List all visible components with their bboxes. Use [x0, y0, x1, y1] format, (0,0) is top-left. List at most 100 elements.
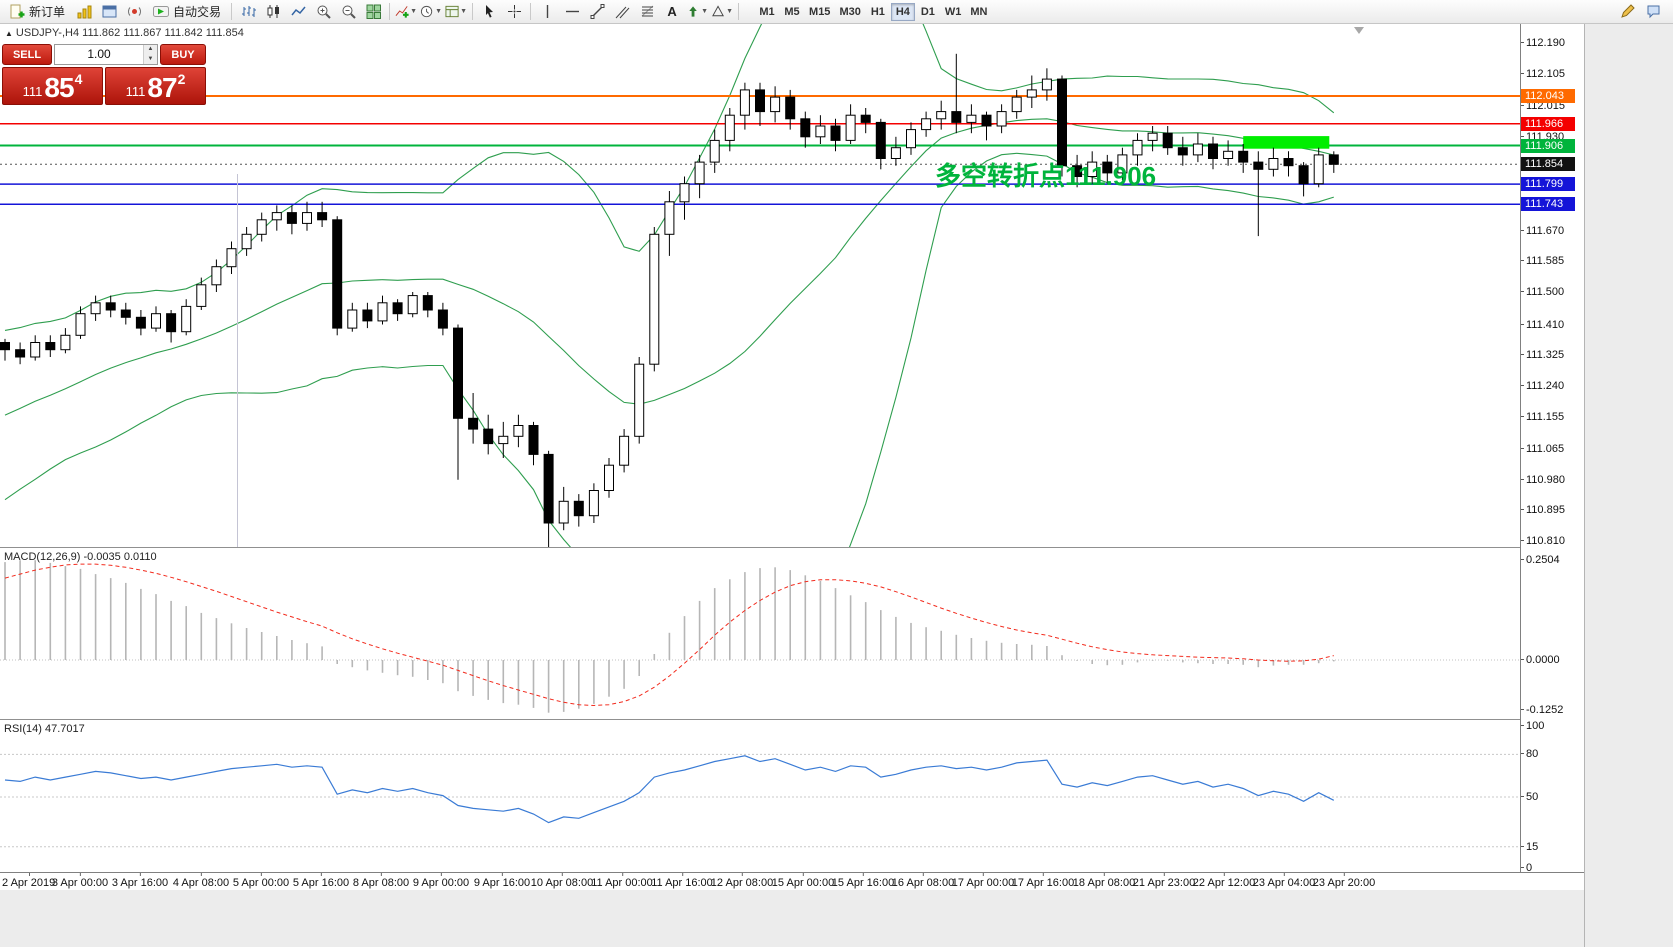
price-tick: 111.155 [1520, 410, 1565, 423]
bar-chart-button[interactable] [236, 2, 260, 22]
fibonacci-tool-button[interactable] [635, 2, 659, 22]
time-label: 22 Apr 12:00 [1192, 873, 1256, 889]
candle-body [1177, 147, 1188, 156]
profiles-button[interactable] [97, 2, 121, 22]
pane-separator[interactable] [0, 547, 1584, 548]
sell-price-display[interactable]: 111 85 4 [2, 67, 103, 105]
timeframe-m1[interactable]: M1 [759, 5, 775, 18]
vertical-line-tool-button[interactable] [535, 2, 559, 22]
buy-price-point: 2 [177, 71, 186, 87]
one-click-collapse-icon[interactable]: ▲ [5, 29, 13, 38]
candle-body [166, 313, 177, 333]
candle-body [966, 114, 977, 123]
rsi-scale-tick: 80 [1520, 748, 1539, 761]
macd-label: MACD(12,26,9) -0.0035 0.0110 [4, 551, 157, 563]
vertical-line-icon [546, 5, 548, 18]
timeframe-m5[interactable]: M5 [784, 5, 800, 18]
price-tick: 111.410 [1520, 318, 1565, 331]
candle-body [800, 118, 811, 138]
candle-body [90, 302, 101, 315]
timeframe-m15[interactable]: M15 [809, 5, 831, 18]
templates-button[interactable]: ▼ [444, 2, 468, 22]
timeframe-h1[interactable]: H1 [870, 5, 885, 18]
macd-scale-tick: 0.2504 [1521, 553, 1560, 566]
chart-window: ▲ USDJPY-,H4 111.862 111.867 111.842 111.… [0, 24, 1673, 947]
time-label: 4 Apr 08:00 [172, 873, 230, 889]
volume-up-button[interactable]: ▲ [144, 45, 157, 55]
timeframe-mn[interactable]: MN [970, 5, 988, 18]
community-button[interactable] [1641, 2, 1665, 22]
zoom-in-button[interactable] [311, 2, 335, 22]
text-tool-button[interactable]: A [660, 2, 684, 22]
candle-body [875, 121, 886, 159]
price-tick: 111.670 [1520, 224, 1565, 237]
channel-tool-button[interactable] [610, 2, 634, 22]
timeframe-w1[interactable]: W1 [944, 5, 962, 18]
candle-body [770, 96, 781, 113]
time-axis[interactable]: 2 Apr 2019 3 Apr 00:00 3 Apr 16:00 4 Apr 08… [0, 872, 1584, 890]
add-indicator-button[interactable]: ▼ [394, 2, 418, 22]
periods-button[interactable]: ▼ [419, 2, 443, 22]
timeframe-m30[interactable]: M30 [839, 5, 861, 18]
pane-separator[interactable] [0, 719, 1584, 720]
signals-button[interactable] [122, 2, 146, 22]
zoom-out-button[interactable] [336, 2, 360, 22]
new-chart-button[interactable] [72, 2, 96, 22]
candles-layer [0, 53, 1339, 547]
candle-body [437, 309, 448, 329]
timeframe-h4[interactable]: H4 [890, 2, 915, 21]
rsi-line [4, 755, 1335, 824]
candle-body [785, 96, 796, 120]
time-label: 3 Apr 16:00 [111, 873, 169, 889]
profiles-icon [102, 5, 117, 18]
highlight-zone[interactable] [1243, 136, 1330, 149]
timeframe-d1[interactable]: D1 [920, 5, 935, 18]
rsi-pane[interactable] [0, 720, 1520, 872]
price-axis[interactable]: 112.190 112.105 112.015 111.930 111.670 111.5… [1520, 24, 1584, 874]
candle-body [1283, 158, 1294, 167]
macd-pane[interactable] [0, 548, 1520, 719]
tile-windows-button[interactable] [361, 2, 385, 22]
main-chart-pane[interactable] [0, 24, 1520, 547]
signals-icon [127, 7, 141, 16]
cursor-tool-button[interactable] [477, 2, 501, 22]
timeframe-toolbar: M1 M5 M15 M30 H1 H4 D1 W1 MN [755, 2, 991, 21]
candle-body [981, 114, 992, 127]
time-label: 11 Apr 16:00 [651, 873, 713, 889]
edit-button[interactable] [1615, 2, 1639, 22]
fibonacci-icon [641, 5, 653, 17]
volume-field[interactable]: 1.00 ▲ ▼ [54, 44, 158, 65]
autotrading-button[interactable]: 自动交易 [147, 2, 227, 22]
crosshair-tool-button[interactable] [502, 2, 526, 22]
right-gutter [1584, 24, 1673, 947]
candle-body [996, 111, 1007, 127]
buy-button[interactable]: BUY [160, 44, 206, 65]
price-badge-111.966: 111.966 [1521, 116, 1575, 131]
trendline-tool-button[interactable] [585, 2, 609, 22]
price-tick: 112.190 [1521, 37, 1565, 49]
candle-body [241, 233, 252, 250]
sell-button[interactable]: SELL [2, 44, 52, 65]
candle-body [906, 129, 916, 149]
time-label: 17 Apr 00:00 [951, 873, 1015, 889]
shapes-tool-button[interactable]: ▼ [710, 2, 734, 22]
line-chart-button[interactable] [286, 2, 310, 22]
horizontal-line-tool-button[interactable] [560, 2, 584, 22]
time-label: 2 Apr 2019 [2, 873, 56, 889]
new-order-label: 新订单 [29, 5, 66, 19]
candle-body [951, 111, 962, 123]
candle-body [588, 490, 599, 517]
volume-down-button[interactable]: ▼ [144, 54, 157, 64]
new-order-icon [10, 4, 25, 19]
candle-body [694, 161, 705, 185]
candle-body [830, 125, 841, 141]
rsi-scale-tick: 100 [1520, 720, 1545, 732]
candle-body [709, 139, 720, 163]
candlestick-chart-button[interactable] [261, 2, 285, 22]
new-order-button[interactable]: 新订单 [4, 2, 71, 22]
macd-scale-tick: 0.0000 [1521, 654, 1560, 666]
time-label: 11 Apr 00:00 [591, 873, 653, 889]
arrows-tool-button[interactable]: ▼ [685, 2, 709, 22]
buy-price-display[interactable]: 111 87 2 [105, 67, 206, 105]
price-tick: 111.500 [1520, 286, 1565, 298]
